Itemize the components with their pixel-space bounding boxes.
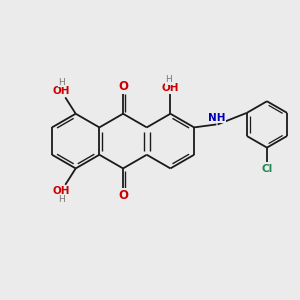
Text: Cl: Cl xyxy=(261,164,273,174)
Text: NH: NH xyxy=(208,113,226,123)
Text: O: O xyxy=(118,80,128,94)
Text: H: H xyxy=(58,78,65,87)
Text: H: H xyxy=(58,195,65,204)
Text: O: O xyxy=(118,189,128,202)
Text: OH: OH xyxy=(53,86,70,96)
Text: OH: OH xyxy=(53,186,70,196)
Text: H: H xyxy=(166,75,172,84)
Text: OH: OH xyxy=(162,83,179,93)
